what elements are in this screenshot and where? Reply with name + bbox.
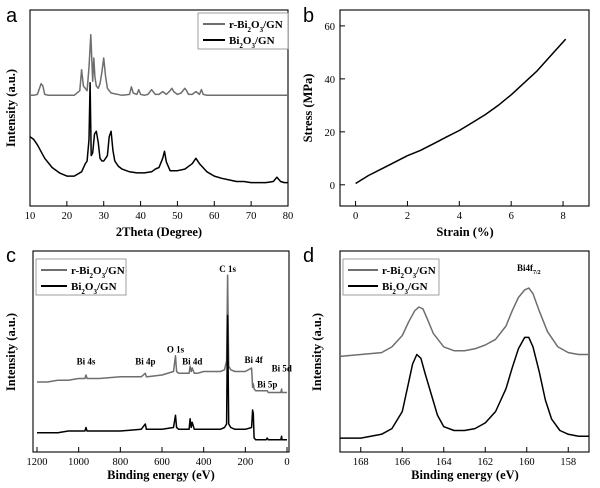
- plot-frame-c: [32, 250, 290, 453]
- legend-entry-label: Bi2O3/GN: [229, 35, 275, 50]
- series-line-bi2o3-gn: [37, 314, 287, 441]
- legend-entry-label: r-Bi2O3/GN: [229, 19, 283, 34]
- x-tick-label: 800: [112, 457, 128, 468]
- x-axis-title-a: 2Theta (Degree): [116, 225, 202, 239]
- x-tick-label: 600: [154, 457, 170, 468]
- peak-label: Bi 4p: [135, 357, 155, 367]
- x-tick-label: 2: [405, 211, 410, 222]
- series-line-stress-strain: [355, 38, 567, 185]
- y-axis-title-a: Intensity (a.u.): [4, 69, 18, 147]
- x-tick-label: 4: [457, 211, 463, 222]
- series-line-bi2o3-gn: [29, 81, 288, 184]
- plot-area-d: 168166164162160158Bi4f5/2Bi4f7/2r-Bi2O3/…: [339, 258, 589, 468]
- x-tick-label: 1000: [68, 457, 89, 468]
- y-tick-label: 60: [325, 22, 336, 33]
- legend-entry-label: r-Bi2O3/GN: [382, 265, 436, 280]
- y-axis-title-d: Intensity (a.u.): [310, 313, 324, 391]
- legend-entry-label: Bi2O3/GN: [382, 281, 428, 296]
- x-tick-label: 10: [25, 211, 36, 222]
- x-tick-label: 60: [209, 211, 220, 222]
- plot-frame-a: [29, 9, 289, 207]
- series-line-r-bi2o3-gn: [339, 287, 589, 358]
- x-tick-label: 70: [246, 211, 257, 222]
- x-axis-title-b: Strain (%): [436, 225, 493, 239]
- panel-letter-d: d: [303, 245, 314, 267]
- x-tick-label: 200: [237, 457, 253, 468]
- peak-label: Bi 4s: [77, 357, 96, 367]
- series-line-r-bi2o3-gn: [37, 274, 287, 394]
- y-tick-label: 0: [330, 181, 335, 192]
- legend-entry-label: r-Bi2O3/GN: [71, 265, 125, 280]
- x-tick-label: 0: [353, 211, 358, 222]
- panel-letter-c: c: [6, 245, 16, 267]
- x-axis-title-c: Binding energy (eV): [107, 468, 215, 482]
- x-tick-label: 30: [98, 211, 109, 222]
- plot-frame-b: [339, 9, 590, 207]
- plot-frame-d: [339, 250, 590, 453]
- legend-entry-label: Bi2O3/GN: [71, 281, 117, 296]
- x-tick-label: 166: [394, 457, 410, 468]
- x-tick-label: 162: [477, 457, 493, 468]
- series-line-r-bi2o3-gn: [30, 33, 288, 97]
- x-tick-label: 0: [284, 457, 289, 468]
- panel-c-xps-survey: c 1200 1000 800 600 400 200 0 Bi 4s Bi 4p O 1s Bi …: [4, 245, 292, 482]
- series-line-bi2o3-gn: [340, 336, 589, 439]
- peak-label: Bi 5p: [257, 379, 277, 389]
- x-axis-title-d: Binding energy (eV): [411, 468, 519, 482]
- legend-box: [35, 258, 127, 296]
- panel-letter-a: a: [6, 5, 18, 27]
- x-tick-label: 50: [172, 211, 183, 222]
- plot-area-c: 1200 1000 800 600 400 200 0 Bi 4s Bi 4p O 1s Bi 4d…: [27, 258, 292, 468]
- panel-letter-b: b: [303, 5, 314, 27]
- legend-box: [197, 12, 289, 50]
- peak-label: Bi 5d: [272, 364, 292, 374]
- peak-label: O 1s: [167, 344, 185, 354]
- x-tick-label: 400: [196, 457, 212, 468]
- x-tick-label: 1200: [27, 457, 48, 468]
- x-tick-label: 40: [135, 211, 146, 222]
- panel-b-stress-strain: b 0 2 4 6 8 0 20 40 60 Strain (%) Stress (MPa): [301, 5, 590, 239]
- x-tick-label: 164: [436, 457, 453, 468]
- y-axis-title-b: Stress (MPa): [301, 74, 315, 143]
- x-tick-label: 160: [519, 457, 535, 468]
- plot-area-b: 0 2 4 6 8 0 20 40 60: [325, 22, 567, 222]
- x-tick-label: 20: [62, 211, 73, 222]
- panel-d-bi4f-xps: d 168166164162160158Bi4f5/2Bi4f7/2r-Bi2O…: [303, 245, 590, 482]
- peak-label: C 1s: [219, 264, 236, 274]
- x-tick-label: 168: [353, 457, 369, 468]
- y-tick-label: 20: [325, 128, 336, 139]
- x-tick-label: 8: [560, 211, 565, 222]
- x-tick-label: 80: [283, 211, 294, 222]
- x-tick-label: 6: [509, 211, 514, 222]
- y-axis-title-c: Intensity (a.u.): [4, 313, 18, 391]
- y-tick-label: 40: [325, 75, 336, 86]
- legend-box: [342, 258, 440, 296]
- x-tick-label: 158: [560, 457, 576, 468]
- peak-label: Bi4f7/2: [517, 263, 541, 276]
- peak-label: Bi 4d: [182, 357, 202, 367]
- peak-label: Bi 4f: [245, 355, 264, 365]
